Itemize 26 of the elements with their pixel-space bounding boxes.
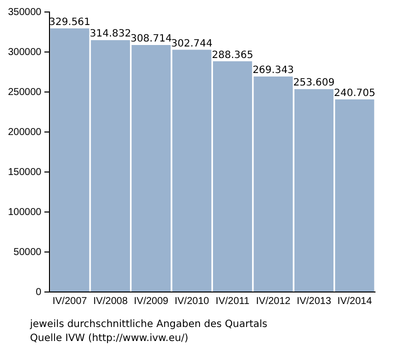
data-label: 308.714 [130,34,172,45]
x-tick-label: IV/2009 [134,296,169,307]
data-label: 314.832 [90,28,132,40]
y-tick-label: 150000 [8,166,42,178]
y-tick-label: 350000 [8,6,42,18]
x-tick-label: IV/2007 [52,296,88,307]
y-tick-label: 250000 [8,86,42,98]
y-tick-label: 300000 [8,46,42,58]
x-tick-label: IV/2013 [296,296,332,307]
data-label: 329.561 [49,16,90,28]
data-label: 240.705 [334,88,376,100]
data-label: 288.365 [212,50,254,61]
source-note: Quelle IVW (http://www.ivw.eu/) [30,332,190,346]
x-tick-label: IV/2010 [174,296,210,307]
data-label: 269.343 [252,65,294,76]
x-tick-label: IV/2008 [93,296,128,307]
text: jeweils durchschnittliche Angaben des Quartals [30,318,268,332]
x-tick-label: IV/2012 [256,296,291,307]
y-tick-label: 100000 [8,206,42,218]
x-tick-label: IV/2011 [216,296,250,307]
y-tick-label: 0 [36,286,42,298]
data-label: 302.744 [171,38,213,50]
y-tick-label: 200000 [8,126,42,138]
y-tick-label: 50000 [14,246,42,258]
x-tick-label: IV/2014 [337,296,372,307]
data-label: 253.609 [293,78,335,89]
